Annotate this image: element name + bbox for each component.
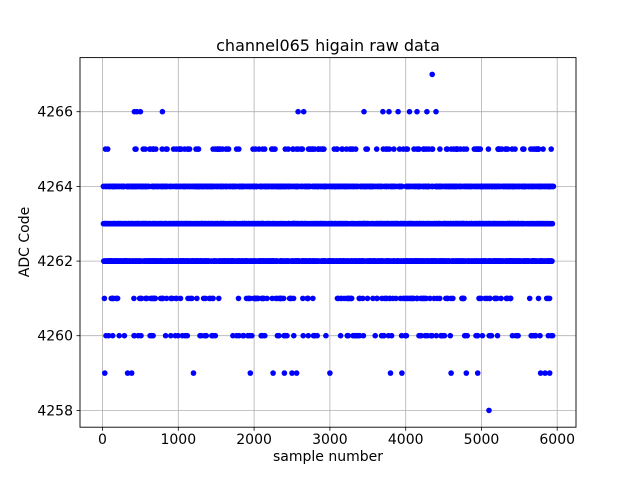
y-tick-label: 4262 — [37, 254, 73, 270]
scatter-level-4265 — [102, 146, 554, 152]
scatter-level-4264 — [100, 183, 557, 190]
scatter-level-4262 — [101, 258, 555, 264]
scatter-level-4261 — [101, 295, 553, 302]
x-tick-label: 0 — [98, 432, 107, 448]
chart-title: channel065 higain raw data — [216, 36, 440, 55]
scatter-level-4266 — [131, 108, 439, 115]
x-tick-label: 4000 — [388, 432, 424, 448]
x-tick-label: 5000 — [464, 432, 500, 448]
y-tick-label: 4258 — [37, 403, 73, 419]
y-tick-label: 4264 — [37, 179, 73, 195]
scatter-level-4263 — [100, 220, 556, 227]
scatter-series — [100, 71, 557, 414]
axes-frame — [79, 57, 577, 428]
x-tick-label: 6000 — [539, 432, 575, 448]
y-tick-label: 4266 — [37, 105, 73, 121]
x-tick-label: 2000 — [236, 432, 272, 448]
scatter-level-4259 — [102, 370, 553, 376]
scatter-level-4260 — [103, 332, 556, 339]
x-tick-label: 3000 — [312, 432, 348, 448]
x-tick-label: 1000 — [160, 432, 196, 448]
scatter-level-4267 — [429, 71, 436, 78]
y-tick-label: 4260 — [37, 329, 73, 345]
x-axis-label: sample number — [273, 449, 383, 465]
scatter-level-4258 — [486, 407, 492, 414]
